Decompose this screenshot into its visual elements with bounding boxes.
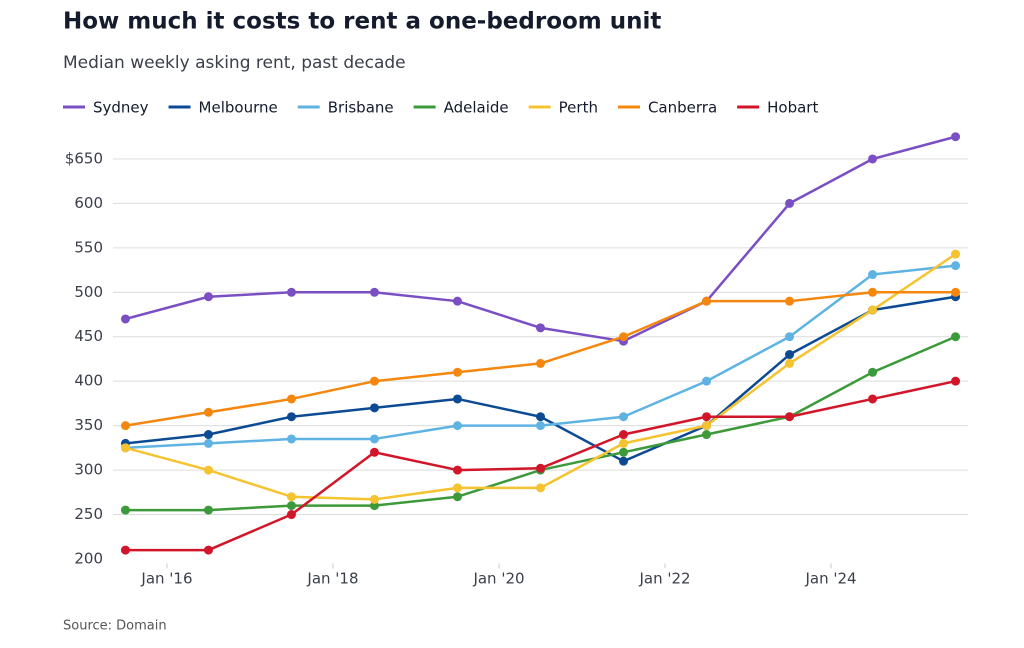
data-point (203, 438, 213, 448)
legend-label: Sydney (93, 99, 149, 117)
data-point (203, 505, 213, 515)
y-tick-label: $650 (65, 149, 103, 167)
data-point (120, 443, 130, 453)
legend-label: Perth (559, 99, 598, 117)
data-point (369, 447, 379, 457)
data-point (868, 394, 878, 404)
data-point (868, 154, 878, 164)
data-point (785, 296, 795, 306)
source: Source: Domain (63, 619, 167, 634)
data-point (785, 412, 795, 422)
data-point (536, 323, 545, 333)
data-point (203, 430, 213, 440)
legend-label: Canberra (648, 99, 717, 117)
data-point (286, 434, 296, 444)
y-tick-label: 250 (74, 505, 103, 523)
data-point (286, 412, 296, 422)
series-line (125, 135, 956, 343)
data-point (536, 358, 545, 368)
data-point (203, 292, 213, 302)
data-point (286, 394, 296, 404)
data-point (536, 463, 545, 473)
data-point (536, 421, 545, 431)
data-point (868, 305, 878, 315)
series-line (125, 295, 956, 463)
data-point (619, 412, 629, 422)
x-tick-label: Jan '20 (472, 570, 524, 588)
data-point (452, 421, 462, 431)
data-point (286, 510, 296, 520)
data-point (868, 270, 878, 280)
data-point (120, 314, 130, 324)
data-point (951, 332, 961, 342)
legend-label: Adelaide (444, 99, 509, 117)
legend-label: Melbourne (199, 99, 278, 117)
data-point (120, 505, 130, 515)
data-point (619, 438, 629, 448)
data-point (536, 483, 545, 493)
y-tick-label: 300 (74, 461, 103, 479)
data-point (286, 492, 296, 502)
data-point (369, 376, 379, 386)
data-point (120, 545, 130, 555)
data-point (951, 132, 961, 142)
data-point (868, 367, 878, 377)
y-tick-label: 600 (74, 194, 103, 212)
x-tick-label: Jan '16 (140, 570, 192, 588)
data-point (785, 332, 795, 342)
data-point (286, 287, 296, 297)
x-tick-label: Jan '24 (804, 570, 856, 588)
data-point (702, 421, 712, 431)
y-tick-label: 550 (74, 238, 103, 256)
y-tick-label: 450 (74, 327, 103, 345)
y-tick-label: 400 (74, 372, 103, 390)
data-point (619, 430, 629, 440)
data-point (369, 494, 379, 504)
chart-subtitle: Median weekly asking rent, past decade (63, 53, 406, 73)
data-point (868, 287, 878, 297)
data-point (452, 367, 462, 377)
data-point (452, 394, 462, 404)
data-point (702, 412, 712, 422)
data-point (120, 421, 130, 431)
data-point (619, 456, 629, 466)
series-line (125, 253, 957, 501)
data-point (203, 465, 213, 475)
data-point (951, 249, 961, 259)
data-point (951, 261, 961, 271)
data-point (702, 376, 712, 386)
data-point (536, 412, 545, 422)
data-point (951, 287, 961, 297)
data-point (785, 198, 795, 208)
data-point (619, 332, 629, 342)
x-tick-label: Jan '18 (306, 570, 358, 588)
data-point (286, 501, 296, 511)
data-point (369, 403, 379, 413)
y-tick-label: 350 (74, 416, 103, 434)
data-point (452, 483, 462, 493)
data-point (452, 296, 462, 306)
legend-label: Hobart (767, 99, 818, 117)
data-point (203, 545, 213, 555)
y-tick-label: 500 (74, 283, 103, 301)
data-point (369, 501, 379, 511)
chart-title: How much it costs to rent a one-bedroom … (63, 9, 661, 35)
y-tick-label: 200 (74, 549, 103, 567)
data-point (785, 358, 795, 368)
data-point (369, 434, 379, 444)
data-point (951, 376, 961, 386)
data-point (369, 287, 379, 297)
data-point (452, 465, 462, 475)
data-point (702, 296, 712, 306)
x-tick-label: Jan '22 (638, 570, 690, 588)
data-point (785, 350, 795, 360)
legend-label: Brisbane (328, 99, 394, 117)
data-point (452, 492, 462, 502)
data-point (702, 430, 712, 440)
data-point (619, 447, 629, 457)
data-point (203, 407, 213, 417)
